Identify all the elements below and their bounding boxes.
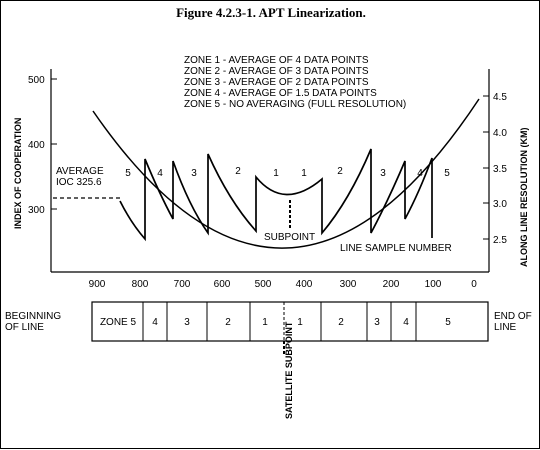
- legend-zone-3: ZONE 3 - AVERAGE OF 2 DATA POINTS: [184, 77, 369, 88]
- bar-zone-2-right: 2: [338, 317, 344, 328]
- bar-zone-4-left: 4: [152, 317, 158, 328]
- x-tick-labels: 900 800 700 600 500 400 300 200 100 0: [89, 279, 478, 290]
- left-tick-300: 300: [28, 205, 45, 216]
- curve-zone-5-right: 5: [444, 168, 450, 179]
- average-ioc-value: IOC 325.6: [56, 177, 102, 188]
- bar-zone-5-right: 5: [445, 317, 451, 328]
- curve-zone-3-left: 3: [191, 168, 197, 179]
- legend-zone-2: ZONE 2 - AVERAGE OF 3 DATA POINTS: [184, 66, 369, 77]
- x-tick-300: 300: [340, 279, 357, 290]
- bar-zone-5-left: ZONE 5: [100, 317, 137, 328]
- left-axis-title: INDEX OF COOPERATION: [13, 118, 23, 229]
- end-of-line-label: END OF: [494, 311, 532, 322]
- left-tick-labels: 500 400 300: [28, 75, 45, 216]
- subpoint-label: SUBPOINT: [264, 232, 315, 243]
- zone-legend: ZONE 1 - AVERAGE OF 4 DATA POINTS ZONE 2…: [184, 55, 406, 110]
- bar-zone-2-left: 2: [225, 317, 231, 328]
- curve-zone-4-left: 4: [157, 168, 163, 179]
- x-tick-0: 0: [471, 279, 477, 290]
- curve-zone-1-left: 1: [273, 168, 279, 179]
- curve-zone-1-right: 1: [301, 168, 307, 179]
- curve-zone-2-right: 2: [337, 166, 343, 177]
- curve-zone-4-right: 4: [417, 168, 423, 179]
- bar-zone-4-right: 4: [403, 317, 409, 328]
- satellite-subpoint-label: SATELLITE SUBPOINT: [284, 321, 294, 419]
- x-tick-200: 200: [383, 279, 400, 290]
- bar-zone-1-left: 1: [262, 317, 268, 328]
- end-of-line-label-2: LINE: [494, 322, 517, 333]
- right-axis-title: ALONG LINE RESOLUTION (KM): [519, 128, 529, 268]
- right-tick-3-0: 3.0: [493, 199, 507, 210]
- x-tick-900: 900: [89, 279, 106, 290]
- x-tick-800: 800: [132, 279, 149, 290]
- x-tick-700: 700: [174, 279, 191, 290]
- legend-zone-5: ZONE 5 - NO AVERAGING (FULL RESOLUTION): [184, 99, 406, 110]
- right-tick-4-0: 4.0: [493, 128, 507, 139]
- legend-zone-4: ZONE 4 - AVERAGE OF 1.5 DATA POINTS: [184, 88, 377, 99]
- beginning-of-line-label: BEGINNING: [5, 311, 61, 322]
- figure-title: Figure 4.2.3-1. APT Linearization.: [176, 5, 366, 20]
- curve-zone-5-left: 5: [125, 168, 131, 179]
- right-tick-labels: 4.5 4.0 3.5 3.0 2.5: [493, 92, 507, 246]
- curve-zone-labels: 5 4 3 2 1 1 2 3 4 5: [125, 166, 450, 179]
- x-tick-500: 500: [255, 279, 272, 290]
- x-tick-100: 100: [425, 279, 442, 290]
- plot-axes: [50, 69, 490, 273]
- x-tick-400: 400: [296, 279, 313, 290]
- x-tick-600: 600: [214, 279, 231, 290]
- right-tick-2-5: 2.5: [493, 235, 507, 246]
- ioc-sawtooth-curve: [119, 148, 433, 242]
- resolution-curve: [92, 98, 480, 249]
- left-tick-500: 500: [28, 75, 45, 86]
- average-label: AVERAGE: [56, 166, 104, 177]
- x-axis-title: LINE SAMPLE NUMBER: [340, 243, 452, 254]
- left-tick-400: 400: [28, 140, 45, 151]
- bar-zone-3-right: 3: [374, 317, 380, 328]
- legend-zone-1: ZONE 1 - AVERAGE OF 4 DATA POINTS: [184, 55, 369, 66]
- bar-zone-1-right: 1: [297, 317, 303, 328]
- curve-zone-2-left: 2: [235, 166, 241, 177]
- zone-bar-frame: [91, 301, 489, 342]
- right-tick-4-5: 4.5: [493, 92, 507, 103]
- beginning-of-line-label-2: OF LINE: [5, 322, 44, 333]
- curve-zone-3-right: 3: [380, 168, 386, 179]
- right-tick-3-5: 3.5: [493, 164, 507, 175]
- zone-bar: ZONE 5 4 3 2 1 1 2 3 4 5: [91, 301, 489, 342]
- bar-zone-3-left: 3: [184, 317, 190, 328]
